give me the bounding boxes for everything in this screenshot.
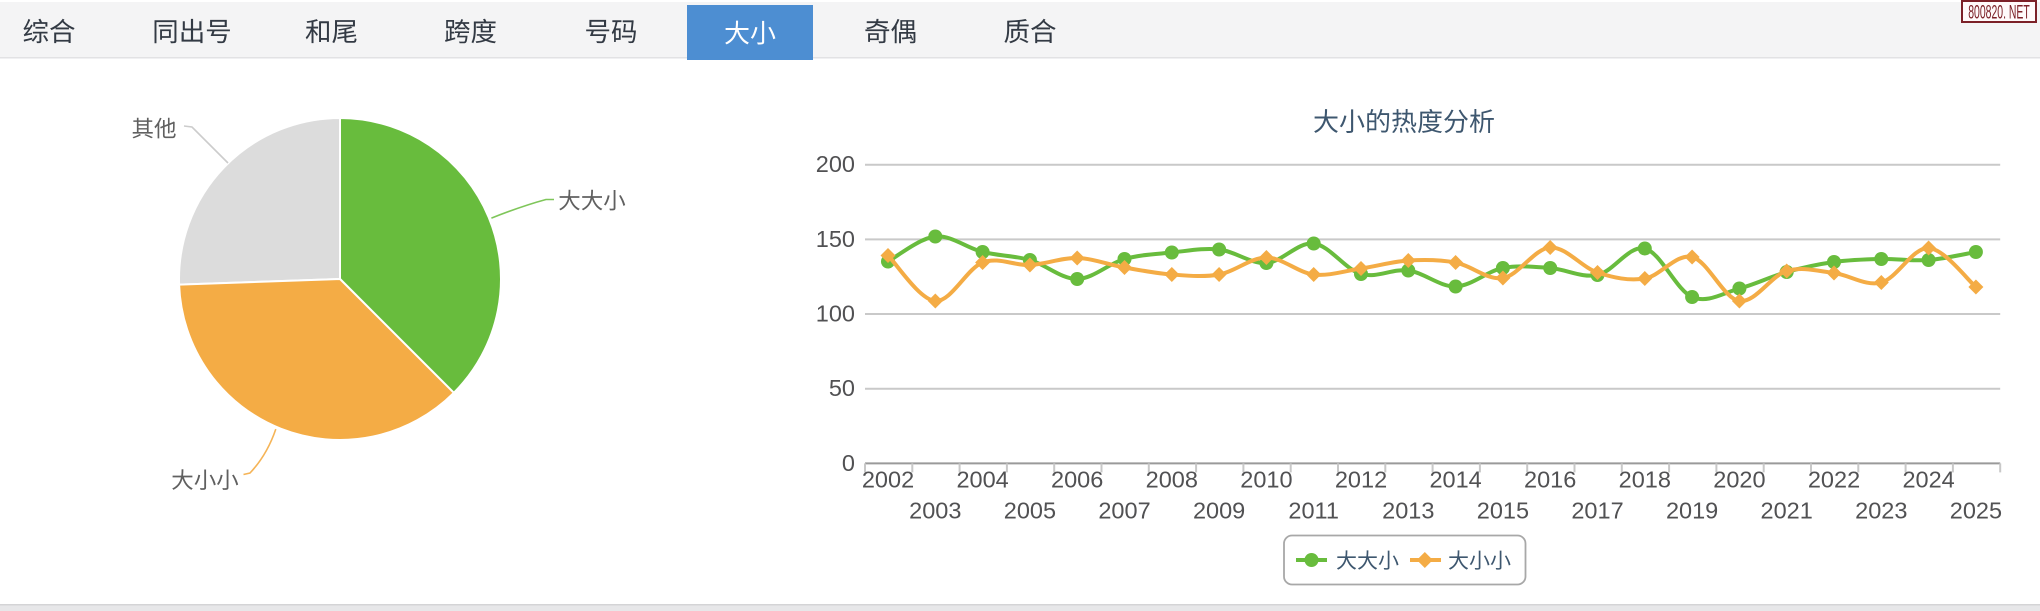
svg-text:2019: 2019 [1666, 498, 1718, 524]
svg-text:2008: 2008 [1146, 467, 1198, 493]
svg-text:2025: 2025 [1950, 498, 2002, 524]
svg-text:2011: 2011 [1288, 498, 1339, 524]
svg-text:0: 0 [842, 450, 855, 476]
svg-text:50: 50 [829, 375, 855, 401]
svg-text:2009: 2009 [1193, 498, 1245, 524]
svg-text:2015: 2015 [1477, 498, 1529, 524]
svg-text:2013: 2013 [1382, 498, 1434, 524]
svg-text:2012: 2012 [1335, 467, 1387, 493]
svg-text:2016: 2016 [1524, 467, 1576, 493]
svg-text:150: 150 [816, 226, 855, 252]
svg-text:2021: 2021 [1761, 498, 1813, 524]
svg-text:2002: 2002 [862, 467, 914, 493]
svg-text:2017: 2017 [1571, 498, 1623, 524]
svg-text:2007: 2007 [1098, 498, 1150, 524]
svg-text:2003: 2003 [909, 498, 961, 524]
svg-text:2014: 2014 [1429, 467, 1481, 493]
svg-text:2018: 2018 [1619, 467, 1671, 493]
svg-text:2005: 2005 [1004, 498, 1056, 524]
svg-text:2004: 2004 [956, 467, 1008, 493]
svg-text:2022: 2022 [1808, 467, 1860, 493]
svg-text:2020: 2020 [1713, 467, 1765, 493]
svg-text:100: 100 [816, 301, 855, 327]
svg-text:2024: 2024 [1902, 467, 1954, 493]
svg-text:2023: 2023 [1855, 498, 1907, 524]
svg-text:200: 200 [816, 151, 855, 177]
svg-text:800820. NET: 800820. NET [1968, 2, 2030, 23]
svg-text:2010: 2010 [1240, 467, 1292, 493]
svg-text:2006: 2006 [1051, 467, 1103, 493]
